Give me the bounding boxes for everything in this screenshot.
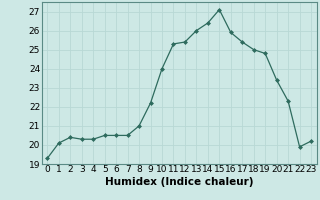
X-axis label: Humidex (Indice chaleur): Humidex (Indice chaleur) bbox=[105, 177, 253, 187]
